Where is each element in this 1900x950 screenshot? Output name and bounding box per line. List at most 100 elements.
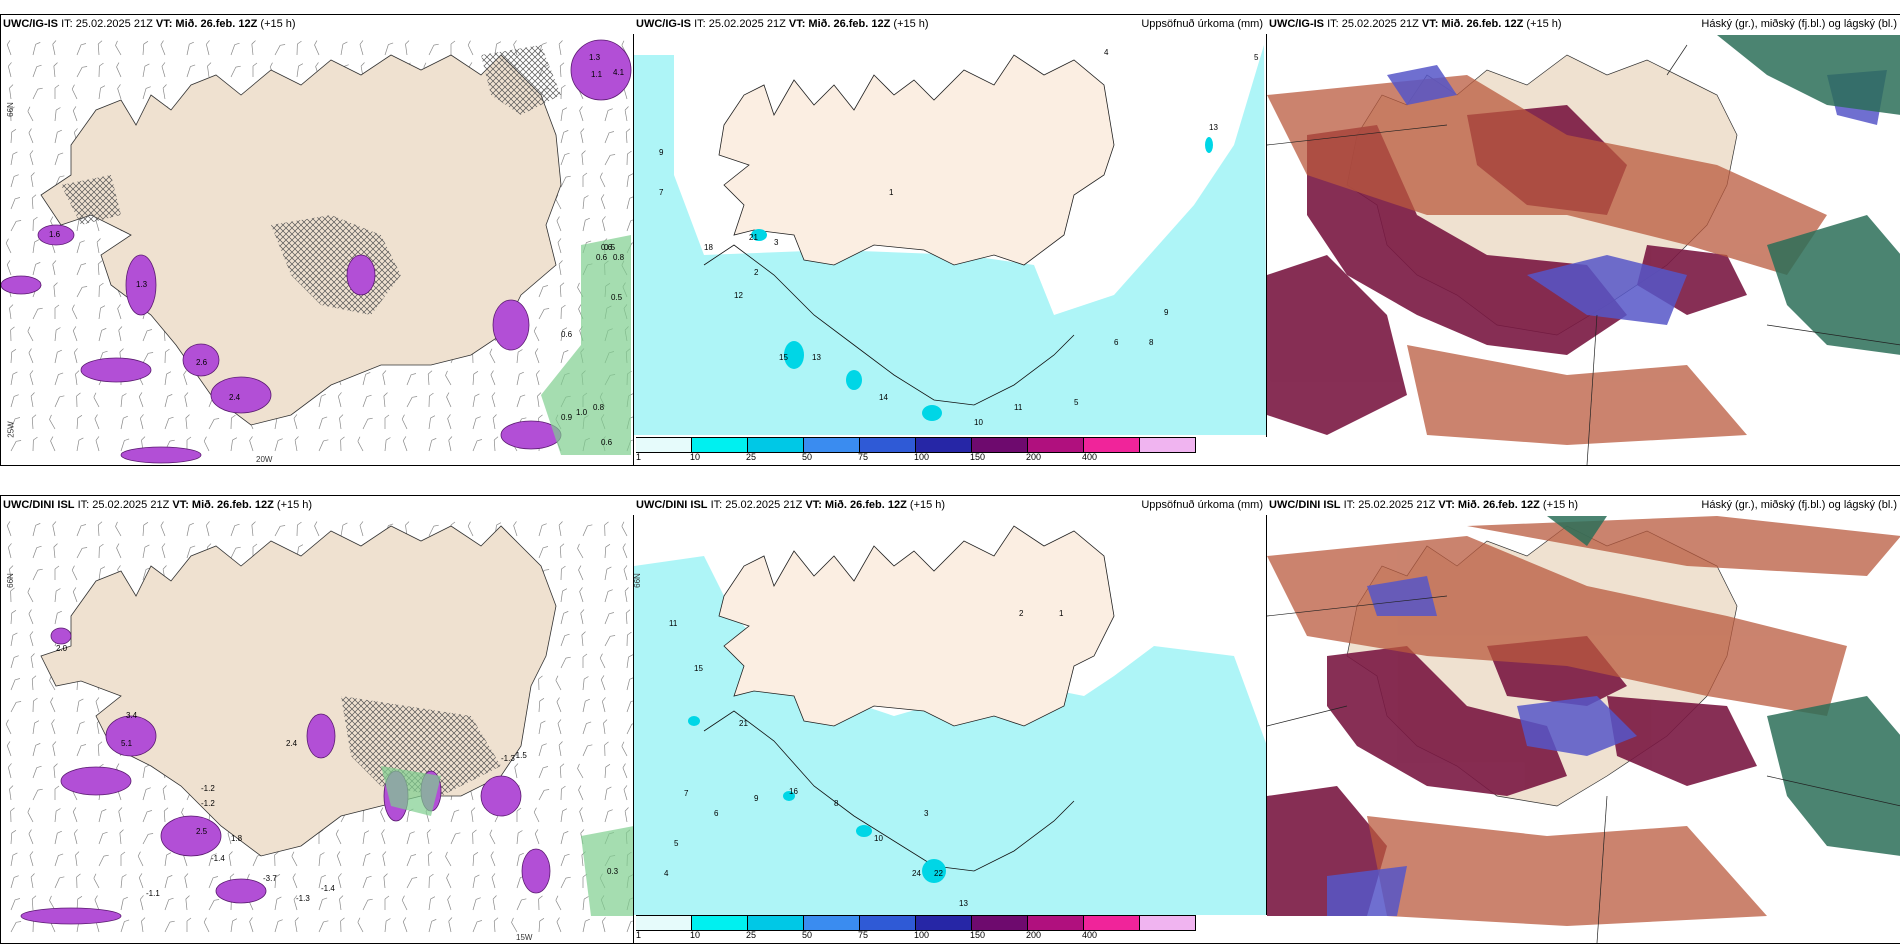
colorbar-swatch	[804, 437, 860, 453]
wind-barb	[604, 635, 616, 647]
colorbar-swatch	[1028, 915, 1084, 931]
wind-barb	[625, 609, 631, 625]
colorbar-tick: 100	[914, 930, 930, 940]
value-label: 6	[1114, 338, 1119, 347]
value-label: 0.6	[596, 253, 608, 262]
colorbar-swatch	[1028, 437, 1084, 453]
value-label: 15	[694, 664, 703, 673]
wind-barb	[230, 42, 240, 56]
valid-time: Mið. 26.feb. 12Z	[1457, 499, 1540, 511]
wind-barb	[76, 873, 81, 889]
colorbar-swatch	[748, 437, 804, 453]
wind-barb	[76, 524, 87, 537]
wind-barb	[164, 394, 173, 408]
wind-barb	[98, 282, 104, 298]
wind-barb	[359, 40, 364, 56]
value-label: 4	[664, 869, 669, 878]
wind-barb	[318, 897, 328, 911]
wind-barb	[76, 744, 87, 757]
panel-title: Uppsöfnuð úrkoma (mm)	[1141, 18, 1263, 30]
wind-barb	[252, 62, 258, 77]
wind-barb	[560, 130, 569, 144]
value-label: -3.7	[263, 874, 277, 883]
lat-label: 66N	[5, 102, 15, 117]
wind-barb	[445, 851, 452, 867]
hatched-area	[341, 696, 501, 796]
value-label: 2.0	[56, 644, 68, 653]
wind-barb	[93, 873, 100, 889]
wind-barb	[294, 436, 299, 452]
wind-barb	[10, 807, 15, 823]
wind-barb	[582, 744, 593, 757]
wind-barb	[559, 763, 565, 779]
wind-barb	[428, 438, 437, 452]
wind-barb	[73, 348, 78, 364]
lead-time: (+15 h)	[260, 18, 296, 30]
value-label: 5	[674, 839, 679, 848]
wind-barb	[448, 917, 453, 933]
wind-barb	[10, 151, 18, 166]
wind-barb	[428, 919, 437, 933]
wind-barb	[54, 372, 64, 386]
wind-barb	[582, 676, 589, 691]
wind-barb	[31, 895, 37, 911]
fog-cloud	[1717, 35, 1900, 355]
wind-barb	[54, 395, 65, 408]
wind-barb	[98, 809, 107, 823]
value-label: 21	[739, 719, 748, 728]
init-time: IT: 25.02.2025 21Z	[77, 499, 170, 511]
convective-cells	[1, 39, 632, 464]
colorbar-tick: 150	[970, 452, 986, 462]
panel-header: UWC/IG-IS IT: 25.02.2025 21Z VT: Mið. 26…	[1267, 15, 1900, 34]
wind-barb	[537, 392, 542, 408]
wind-barb	[362, 417, 373, 430]
colorbar-tick: 400	[1082, 452, 1098, 462]
wind-barb	[427, 370, 433, 386]
wind-barb	[582, 721, 592, 735]
wind-barb	[32, 788, 43, 801]
lon-label: 20W	[256, 455, 273, 464]
wind-barb	[186, 917, 192, 932]
wind-barb	[32, 697, 38, 713]
wind-barb	[32, 523, 41, 537]
colorbar-tick: 25	[746, 930, 757, 940]
wind-barb	[230, 414, 236, 430]
precip-sea-area	[634, 556, 1267, 916]
wind-barb	[32, 42, 41, 56]
wind-barb	[384, 42, 394, 56]
wind-barb	[32, 720, 40, 735]
wind-barb	[76, 698, 84, 713]
wind-barb	[120, 415, 128, 430]
value-label: 11	[669, 619, 678, 628]
wind-barb	[447, 895, 452, 911]
wind-barb	[249, 917, 254, 933]
wind-barb	[604, 809, 613, 823]
wind-barb	[32, 262, 41, 276]
value-label: 8	[1149, 338, 1154, 347]
wind-barb	[142, 352, 154, 364]
wind-barb	[582, 195, 589, 210]
wind-barb	[401, 895, 408, 911]
wind-barb	[120, 851, 126, 866]
wind-barb	[186, 522, 194, 537]
wind-barb	[142, 522, 149, 537]
wind-barb	[580, 609, 585, 625]
wind-barb	[604, 764, 611, 779]
wind-barb	[582, 698, 590, 713]
wind-barb	[560, 588, 568, 603]
wind-barb	[54, 808, 61, 823]
wind-barb	[560, 175, 571, 188]
wind-barb	[32, 64, 42, 78]
wind-barb	[29, 851, 34, 867]
wind-barb	[318, 439, 329, 452]
wind-barb	[534, 829, 540, 845]
wind-barb	[340, 41, 348, 56]
wind-barb	[580, 128, 585, 144]
wind-barb	[560, 611, 569, 625]
value-label: -1.5	[513, 751, 527, 760]
value-label: 0.9	[561, 413, 573, 422]
wind-barb	[340, 917, 345, 933]
wind-barb	[489, 348, 496, 364]
wind-barb	[32, 545, 42, 559]
